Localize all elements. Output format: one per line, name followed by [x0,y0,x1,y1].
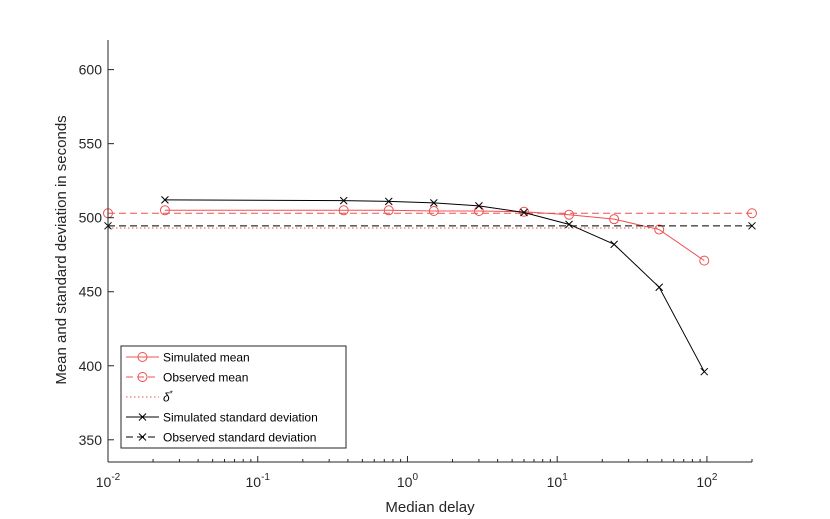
legend-star: * [170,390,173,399]
series-0-point-2 [383,205,394,216]
legend-marker-4 [138,433,147,441]
series-3-point-0 [161,196,169,204]
x-axis-label: Median delay [385,499,475,516]
x-tick-label: 10-2 [96,472,121,490]
plot-area [103,196,757,376]
y-tick-label: 600 [79,62,103,78]
x-tick-base: 10 [696,474,712,490]
series-3-point-6 [565,220,573,229]
x-tick-exponent: -1 [261,472,270,483]
y-tick-label: 450 [79,284,103,300]
series-0-point-3 [428,206,439,217]
x-tick-label: 100 [397,472,419,490]
series-3-point-9 [700,367,709,376]
x-tick-base: 10 [96,474,112,490]
series-0-point-0 [159,205,170,216]
y-tick-label: 350 [79,432,103,448]
x-tick-base: 10 [397,474,413,490]
y-tick-label: 400 [79,358,103,374]
series-3-point-1 [339,196,348,205]
series-3-point-7 [610,240,618,249]
series-0-point-6 [564,209,575,220]
x-tick-exponent: 1 [562,472,568,483]
series-line-3 [164,199,705,372]
legend-entry-label: Observed standard deviation [163,431,316,445]
legend-entry-label: Simulated mean [163,351,250,365]
series-0-point-1 [338,205,349,216]
y-axis-label: Mean and standard deviation in seconds [53,115,70,384]
x-tick-label: 10-1 [245,472,270,490]
x-tick-label: 102 [696,472,718,490]
series-3-point-3 [429,199,438,207]
legend-delta-symbol: δ [163,391,170,405]
series-3-point-2 [384,197,393,206]
legend-marker-3 [138,413,147,421]
series-0-point-9 [699,255,710,266]
legend: Simulated mean Observed mean δ* Simulated s… [120,345,347,449]
series-3-point-8 [655,283,664,292]
x-tick-exponent: -2 [111,472,120,483]
legend-entry-label: Simulated standard deviation [163,411,318,425]
series-3-point-4 [475,201,483,210]
legend-marker-1 [137,372,148,382]
series-line-0 [164,209,705,262]
series-3-point-5 [520,208,528,217]
x-tick-label: 101 [547,472,569,490]
series-4-point-1 [748,221,756,230]
x-tick-base: 10 [547,474,563,490]
series-0-point-7 [609,214,620,225]
legend-entry-label: δ* [163,390,173,405]
legend-marker-0 [137,352,148,362]
y-tick-label: 550 [79,136,103,152]
x-tick-exponent: 0 [412,472,418,483]
x-tick-exponent: 2 [712,472,718,483]
y-tick-label: 500 [79,210,103,226]
series-0-point-8 [654,224,665,235]
series-1-point-1 [747,208,757,219]
x-tick-base: 10 [245,474,261,490]
legend-entry-label: Observed mean [163,371,248,385]
